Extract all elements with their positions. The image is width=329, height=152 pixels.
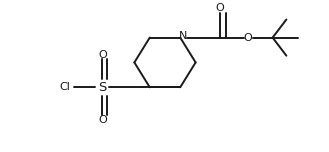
Text: O: O bbox=[244, 33, 252, 43]
Text: S: S bbox=[98, 81, 107, 94]
Text: O: O bbox=[216, 3, 225, 13]
Text: O: O bbox=[98, 50, 107, 60]
Text: O: O bbox=[98, 115, 107, 125]
Text: N: N bbox=[179, 31, 188, 41]
Text: Cl: Cl bbox=[59, 82, 70, 92]
